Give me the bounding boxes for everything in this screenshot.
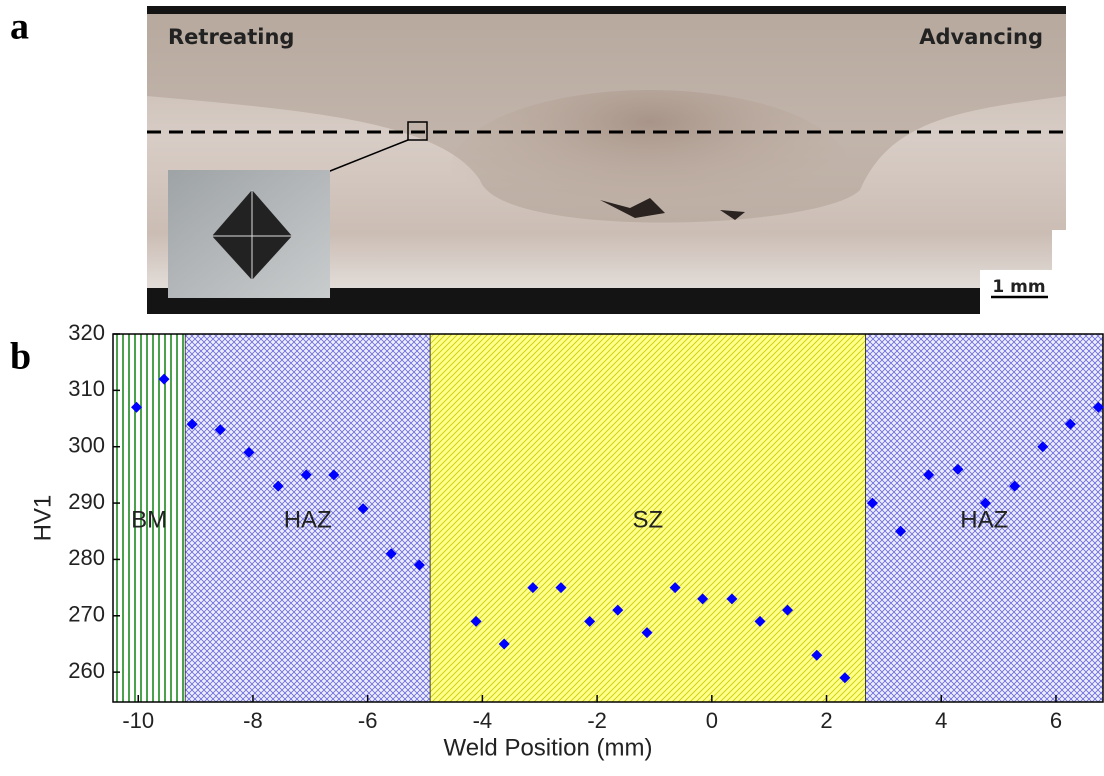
y-tick-label: 300 (68, 433, 105, 458)
x-tick-label: -6 (358, 708, 378, 733)
x-tick-label: 2 (820, 708, 832, 733)
y-tick-label: 290 (68, 489, 105, 514)
x-axis-title: Weld Position (mm) (444, 734, 653, 761)
region-label: HAZ (284, 506, 332, 533)
side-label: Advancing (919, 25, 1043, 49)
x-tick-label: -4 (473, 708, 493, 733)
region-label: HAZ (960, 506, 1008, 533)
y-tick-label: 310 (68, 376, 105, 401)
side-label: Retreating (168, 25, 294, 49)
y-tick-label: 280 (68, 545, 105, 570)
x-tick-label: -2 (587, 708, 607, 733)
panel-label: b (10, 336, 31, 378)
y-tick-label: 260 (68, 658, 105, 683)
x-tick-label: 0 (706, 708, 718, 733)
region-label: BM (131, 506, 167, 533)
x-tick-label: 4 (935, 708, 947, 733)
y-tick-label: 270 (68, 602, 105, 627)
x-tick-label: -8 (243, 708, 263, 733)
x-tick-label: -10 (122, 708, 154, 733)
figure: a Retreating Advancing 1 mm b BM HAZ SZ HAZ… (0, 0, 1104, 776)
region-label: SZ (633, 506, 664, 533)
micrograph (147, 6, 1066, 314)
scale-bar-label: 1 mm (992, 277, 1045, 297)
x-tick-label: 6 (1050, 708, 1062, 733)
y-tick-label: 320 (68, 320, 105, 345)
panel-label: a (10, 6, 29, 48)
y-axis-title: HV1 (29, 495, 56, 542)
